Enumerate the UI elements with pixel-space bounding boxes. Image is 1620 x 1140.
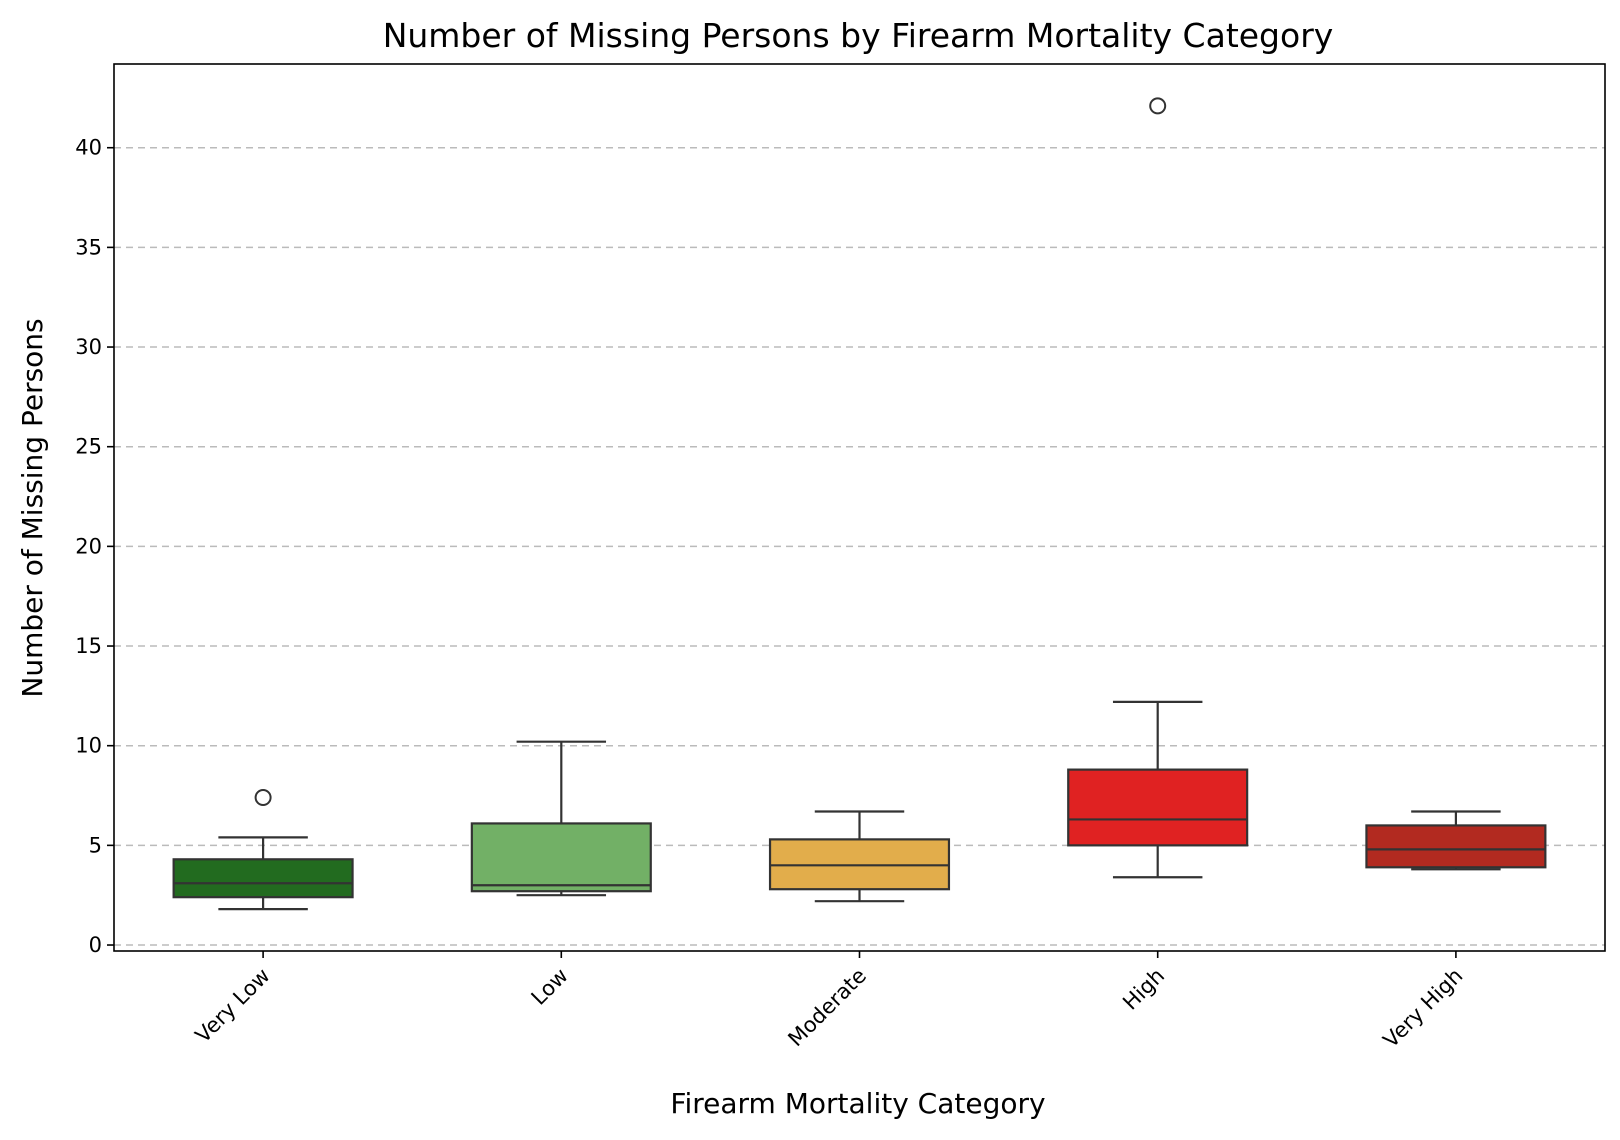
- box-moderate: [768, 810, 951, 903]
- box-very-low: [172, 789, 354, 911]
- x-tick-label: High: [1118, 964, 1169, 1015]
- outlier-point: [254, 789, 272, 807]
- y-axis-ticks: 0 5 10 15 20 25 30 35 40: [75, 136, 114, 957]
- x-tick-label: Moderate: [783, 964, 871, 1052]
- y-tick-label: 30: [75, 335, 102, 359]
- x-tick-label: Very Low: [191, 964, 275, 1048]
- x-axis-label: Firearm Mortality Category: [670, 1087, 1045, 1120]
- x-tick-label: Low: [527, 964, 573, 1010]
- box-low: [470, 740, 652, 897]
- box-high: [1067, 97, 1249, 879]
- iqr-box: [470, 822, 652, 893]
- y-tick-label: 5: [89, 833, 102, 857]
- box-very-high: [1365, 810, 1547, 871]
- y-tick-label: 10: [75, 734, 102, 758]
- y-tick-label: 40: [75, 136, 102, 160]
- iqr-box: [1365, 824, 1547, 869]
- y-tick-label: 25: [75, 435, 102, 459]
- outlier-point: [1149, 97, 1167, 115]
- y-tick-label: 20: [75, 534, 102, 558]
- y-tick-label: 0: [89, 933, 102, 957]
- y-axis-label: Number of Missing Persons: [16, 318, 49, 697]
- y-tick-label: 15: [75, 634, 102, 658]
- y-tick-label: 35: [75, 235, 102, 259]
- iqr-box: [172, 858, 354, 899]
- box-series: [172, 97, 1547, 911]
- chart-title: Number of Missing Persons by Firearm Mor…: [383, 16, 1334, 55]
- x-tick-label: Very High: [1379, 964, 1468, 1053]
- x-axis-ticks: Very Low Low Moderate High Very High: [191, 951, 1468, 1053]
- iqr-box: [1067, 768, 1249, 847]
